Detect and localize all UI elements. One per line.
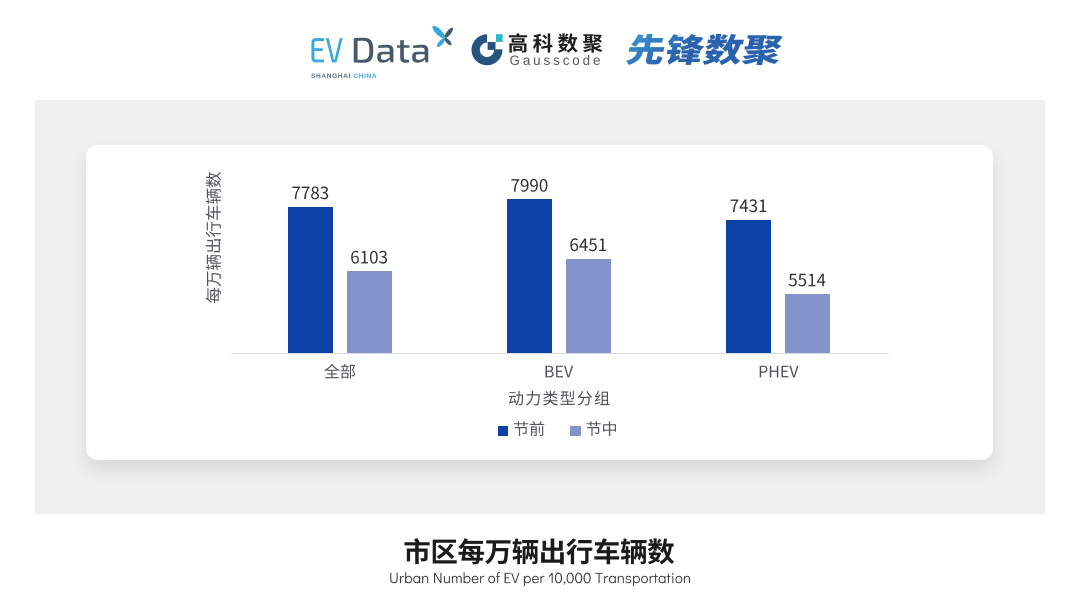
svg-text:Gausscode: Gausscode — [510, 53, 604, 68]
svg-text:SHANGHAI CHINA: SHANGHAI CHINA — [311, 73, 377, 80]
